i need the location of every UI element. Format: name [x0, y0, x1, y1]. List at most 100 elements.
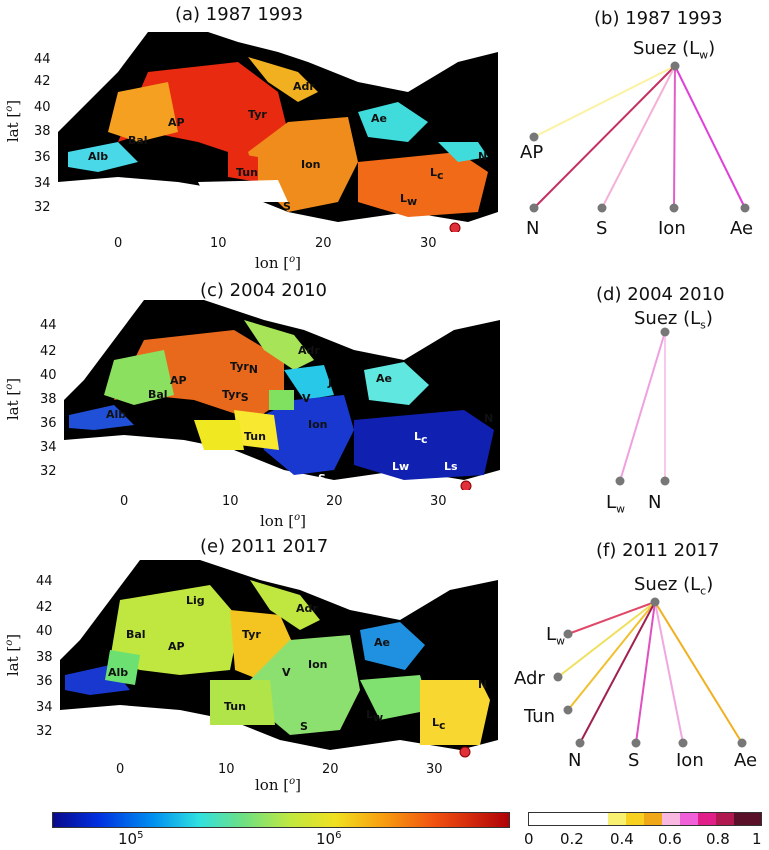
node — [740, 203, 750, 213]
network-b — [529, 61, 750, 213]
ytick: 42 — [40, 344, 57, 359]
xtick: 20 — [315, 236, 332, 251]
region-lc: Lc — [414, 430, 428, 447]
colorbar-right-tick: 0.2 — [560, 830, 584, 848]
panel-b-title: (b) 1987 1993 — [594, 8, 723, 29]
region-tun: Tun — [224, 700, 246, 713]
map-e: Lig Adr Bal AP Tyr Ae Alb V Ion Tun S Lw… — [60, 560, 498, 758]
region-ae: Ae — [374, 636, 390, 649]
region-s: S — [283, 200, 291, 213]
region-tyr-s: TyrS — [222, 388, 249, 405]
node-root — [660, 327, 670, 337]
panel-d-title: (d) 2004 2010 — [596, 284, 725, 305]
region-adr: Adr — [298, 344, 320, 357]
network-f-node-s: S — [628, 750, 640, 771]
source-marker — [459, 746, 471, 758]
xtick: 0 — [120, 494, 129, 509]
network-f-node-adr: Adr — [514, 668, 545, 689]
region-tyr: Tyr — [242, 628, 261, 641]
region-tun: Tun — [236, 166, 258, 179]
ytick: 36 — [40, 416, 57, 431]
region-adr: Adr — [293, 80, 315, 93]
network-b-node-ae: Ae — [730, 218, 754, 239]
ytick: 40 — [34, 100, 51, 115]
network-d — [615, 327, 670, 486]
region-n: N — [478, 678, 488, 691]
region-ae: Ae — [376, 372, 392, 385]
ylabel-e: lat [o] — [4, 633, 23, 677]
region-n: N — [478, 150, 488, 163]
node-root — [670, 61, 680, 71]
xtick: 0 — [116, 762, 125, 777]
region-lw: Lw — [392, 460, 410, 473]
node — [737, 738, 747, 748]
network-d-root: Suez (Ls) — [634, 308, 713, 332]
ytick: 32 — [40, 464, 57, 479]
network-d-node-lw: Lw — [606, 492, 626, 516]
ytick: 40 — [40, 368, 57, 383]
region-tun: Tun — [244, 430, 266, 443]
region-tyr: Tyr — [248, 108, 267, 121]
map-c-svg — [64, 300, 500, 490]
ytick: 42 — [34, 74, 51, 89]
xtick: 10 — [210, 236, 227, 251]
source-marker — [449, 222, 461, 232]
colorbar-right-tick: 1 — [752, 830, 762, 848]
xtick: 20 — [326, 494, 343, 509]
network-f-root: Suez (Lc) — [634, 574, 714, 598]
xtick: 0 — [114, 236, 123, 251]
region-adr: Adr — [296, 602, 318, 615]
region-alb: Alb — [106, 408, 127, 421]
node — [597, 203, 607, 213]
network-d-node-n: N — [648, 492, 662, 513]
region-s: S — [300, 720, 308, 733]
region-bal: Bal — [128, 134, 148, 147]
region-v: V — [282, 666, 291, 679]
region-ion: Ion — [308, 418, 328, 431]
map-a: Adr AP Tyr Bal Alb Ae Ion Tun S N Lc Lw — [58, 32, 498, 232]
source-marker — [460, 480, 472, 490]
map-a-svg — [58, 32, 498, 232]
colorbar-right-tick: 0.6 — [658, 830, 682, 848]
node — [529, 132, 539, 142]
map-c: Adr AP TyrN Bal TyrS Alb J V Ion Ae Tun … — [64, 300, 500, 490]
xtick: 20 — [322, 762, 339, 777]
network-b-node-n: N — [526, 218, 540, 239]
xlabel-e: lon [o] — [255, 776, 301, 794]
region-ion: Ion — [301, 158, 321, 171]
region-ion: Ion — [308, 658, 328, 671]
xtick: 30 — [426, 762, 443, 777]
colorbar-right-tick: 0 — [524, 830, 534, 848]
panel-c-title: (c) 2004 2010 — [200, 280, 328, 301]
region-lig: Lig — [186, 594, 205, 607]
colorbar-left-tick-1e6: 106 — [316, 830, 342, 848]
region-lc: Lc — [432, 716, 446, 733]
ytick: 44 — [40, 318, 57, 333]
colorbar-left-tick-1e5: 105 — [118, 830, 144, 848]
ytick: 44 — [36, 574, 53, 589]
region-lw: Lw — [400, 192, 418, 209]
map-e-svg — [60, 560, 498, 758]
region-s: S — [318, 472, 326, 485]
network-b-root: Suez (Lw) — [633, 38, 716, 62]
ytick: 40 — [36, 624, 53, 639]
ylabel-c: lat [o] — [4, 377, 23, 421]
colorbar-right-tick: 0.8 — [706, 830, 730, 848]
ytick: 34 — [34, 176, 51, 191]
panel-e-title: (e) 2011 2017 — [200, 536, 329, 557]
ytick: 38 — [40, 392, 57, 407]
node — [615, 476, 625, 486]
panel-a-title: (a) 1987 1993 — [175, 4, 304, 25]
region-v: V — [302, 392, 311, 405]
node — [563, 629, 573, 639]
region-tyr-n: TyrN — [230, 360, 259, 377]
ytick: 34 — [36, 700, 53, 715]
region-ap: AP — [170, 374, 187, 387]
ylabel-a: lat [o] — [4, 99, 23, 143]
region-bal: Bal — [148, 388, 168, 401]
node — [529, 203, 539, 213]
network-f-node-n: N — [568, 750, 582, 771]
node — [575, 738, 585, 748]
node — [678, 738, 688, 748]
region-ae: Ae — [371, 112, 387, 125]
